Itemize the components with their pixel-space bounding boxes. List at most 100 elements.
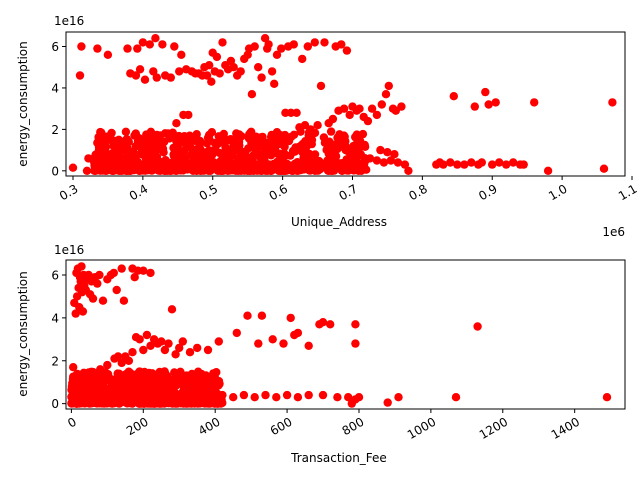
data-point	[163, 377, 172, 387]
data-point	[162, 371, 172, 380]
data-point	[77, 262, 86, 271]
data-point	[135, 335, 144, 344]
data-point	[234, 166, 243, 175]
data-point	[353, 151, 362, 160]
data-point	[103, 50, 113, 59]
data-point	[260, 142, 269, 151]
data-point	[139, 345, 148, 355]
data-point	[296, 141, 306, 151]
data-point	[298, 54, 307, 64]
data-point	[82, 166, 92, 175]
scatter-points-transaction-fee	[67, 262, 612, 408]
data-point	[247, 90, 257, 99]
data-point	[140, 75, 150, 84]
data-point	[386, 156, 396, 165]
data-point	[246, 158, 255, 167]
axes-frame	[65, 259, 626, 410]
data-point	[543, 166, 553, 175]
data-point	[117, 264, 126, 273]
data-point	[357, 166, 366, 175]
data-point	[184, 110, 193, 120]
data-point	[287, 166, 297, 175]
data-point	[326, 320, 335, 329]
data-point	[202, 71, 212, 80]
data-point	[163, 129, 173, 138]
data-point	[170, 42, 179, 51]
data-point	[316, 81, 326, 91]
data-point	[175, 343, 184, 353]
data-point	[82, 394, 92, 404]
data-point	[142, 382, 151, 391]
data-point	[142, 157, 151, 166]
x-axis-label: Unique_Address	[291, 215, 387, 229]
data-point	[169, 143, 178, 153]
data-point	[602, 393, 612, 402]
data-point	[333, 393, 342, 402]
data-point	[184, 135, 193, 144]
data-point	[215, 69, 224, 78]
x-axis-label: Transaction_Fee	[290, 451, 387, 465]
data-point	[608, 98, 617, 107]
data-point	[171, 166, 180, 175]
data-point	[124, 371, 134, 380]
data-point	[109, 268, 119, 278]
y-ticks: 0 2 4 6	[51, 40, 66, 178]
data-point	[599, 164, 609, 173]
data-point	[519, 160, 528, 169]
data-point	[305, 149, 314, 159]
y-axis-label: energy_consumption	[16, 41, 30, 167]
data-point	[313, 121, 322, 130]
data-point	[148, 154, 157, 163]
data-point	[117, 358, 126, 368]
data-point	[148, 166, 157, 175]
y-offset-label: 1e16	[54, 243, 84, 257]
data-point	[97, 128, 106, 137]
data-point	[218, 390, 227, 400]
data-point	[146, 268, 155, 278]
data-point	[130, 131, 139, 140]
data-point	[390, 150, 399, 159]
data-point	[383, 398, 392, 407]
data-point	[139, 266, 148, 275]
data-point	[142, 330, 152, 340]
data-point	[303, 162, 312, 171]
data-point	[180, 391, 189, 400]
y-tick-label: 6	[51, 40, 59, 54]
data-point	[339, 104, 349, 113]
data-point	[252, 148, 262, 158]
data-point	[145, 40, 154, 49]
data-point	[93, 279, 102, 288]
data-point	[71, 371, 81, 380]
y-tick-label: 4	[51, 311, 59, 325]
data-point	[339, 131, 349, 140]
data-point	[296, 165, 305, 175]
data-point	[277, 44, 286, 53]
data-point	[267, 67, 277, 76]
data-point	[484, 100, 493, 109]
data-point	[202, 397, 212, 407]
data-point	[372, 156, 382, 165]
data-point	[151, 34, 160, 43]
data-point	[177, 50, 186, 59]
data-point	[127, 386, 136, 395]
data-point	[449, 92, 458, 101]
data-point	[93, 44, 102, 53]
data-point	[293, 328, 303, 338]
y-tick-label: 2	[51, 354, 59, 368]
data-point	[201, 381, 210, 391]
data-point	[267, 146, 276, 156]
data-point	[107, 163, 116, 172]
data-point	[272, 393, 281, 402]
data-point	[107, 377, 117, 386]
data-point	[226, 165, 236, 175]
data-point	[229, 62, 238, 72]
y-tick-label: 6	[51, 269, 59, 283]
data-point	[473, 322, 482, 331]
data-point	[232, 328, 241, 338]
data-point	[530, 98, 539, 107]
data-point	[171, 350, 180, 359]
data-point	[113, 352, 123, 361]
data-point	[112, 285, 121, 295]
data-point	[98, 296, 108, 305]
data-point	[172, 119, 181, 128]
